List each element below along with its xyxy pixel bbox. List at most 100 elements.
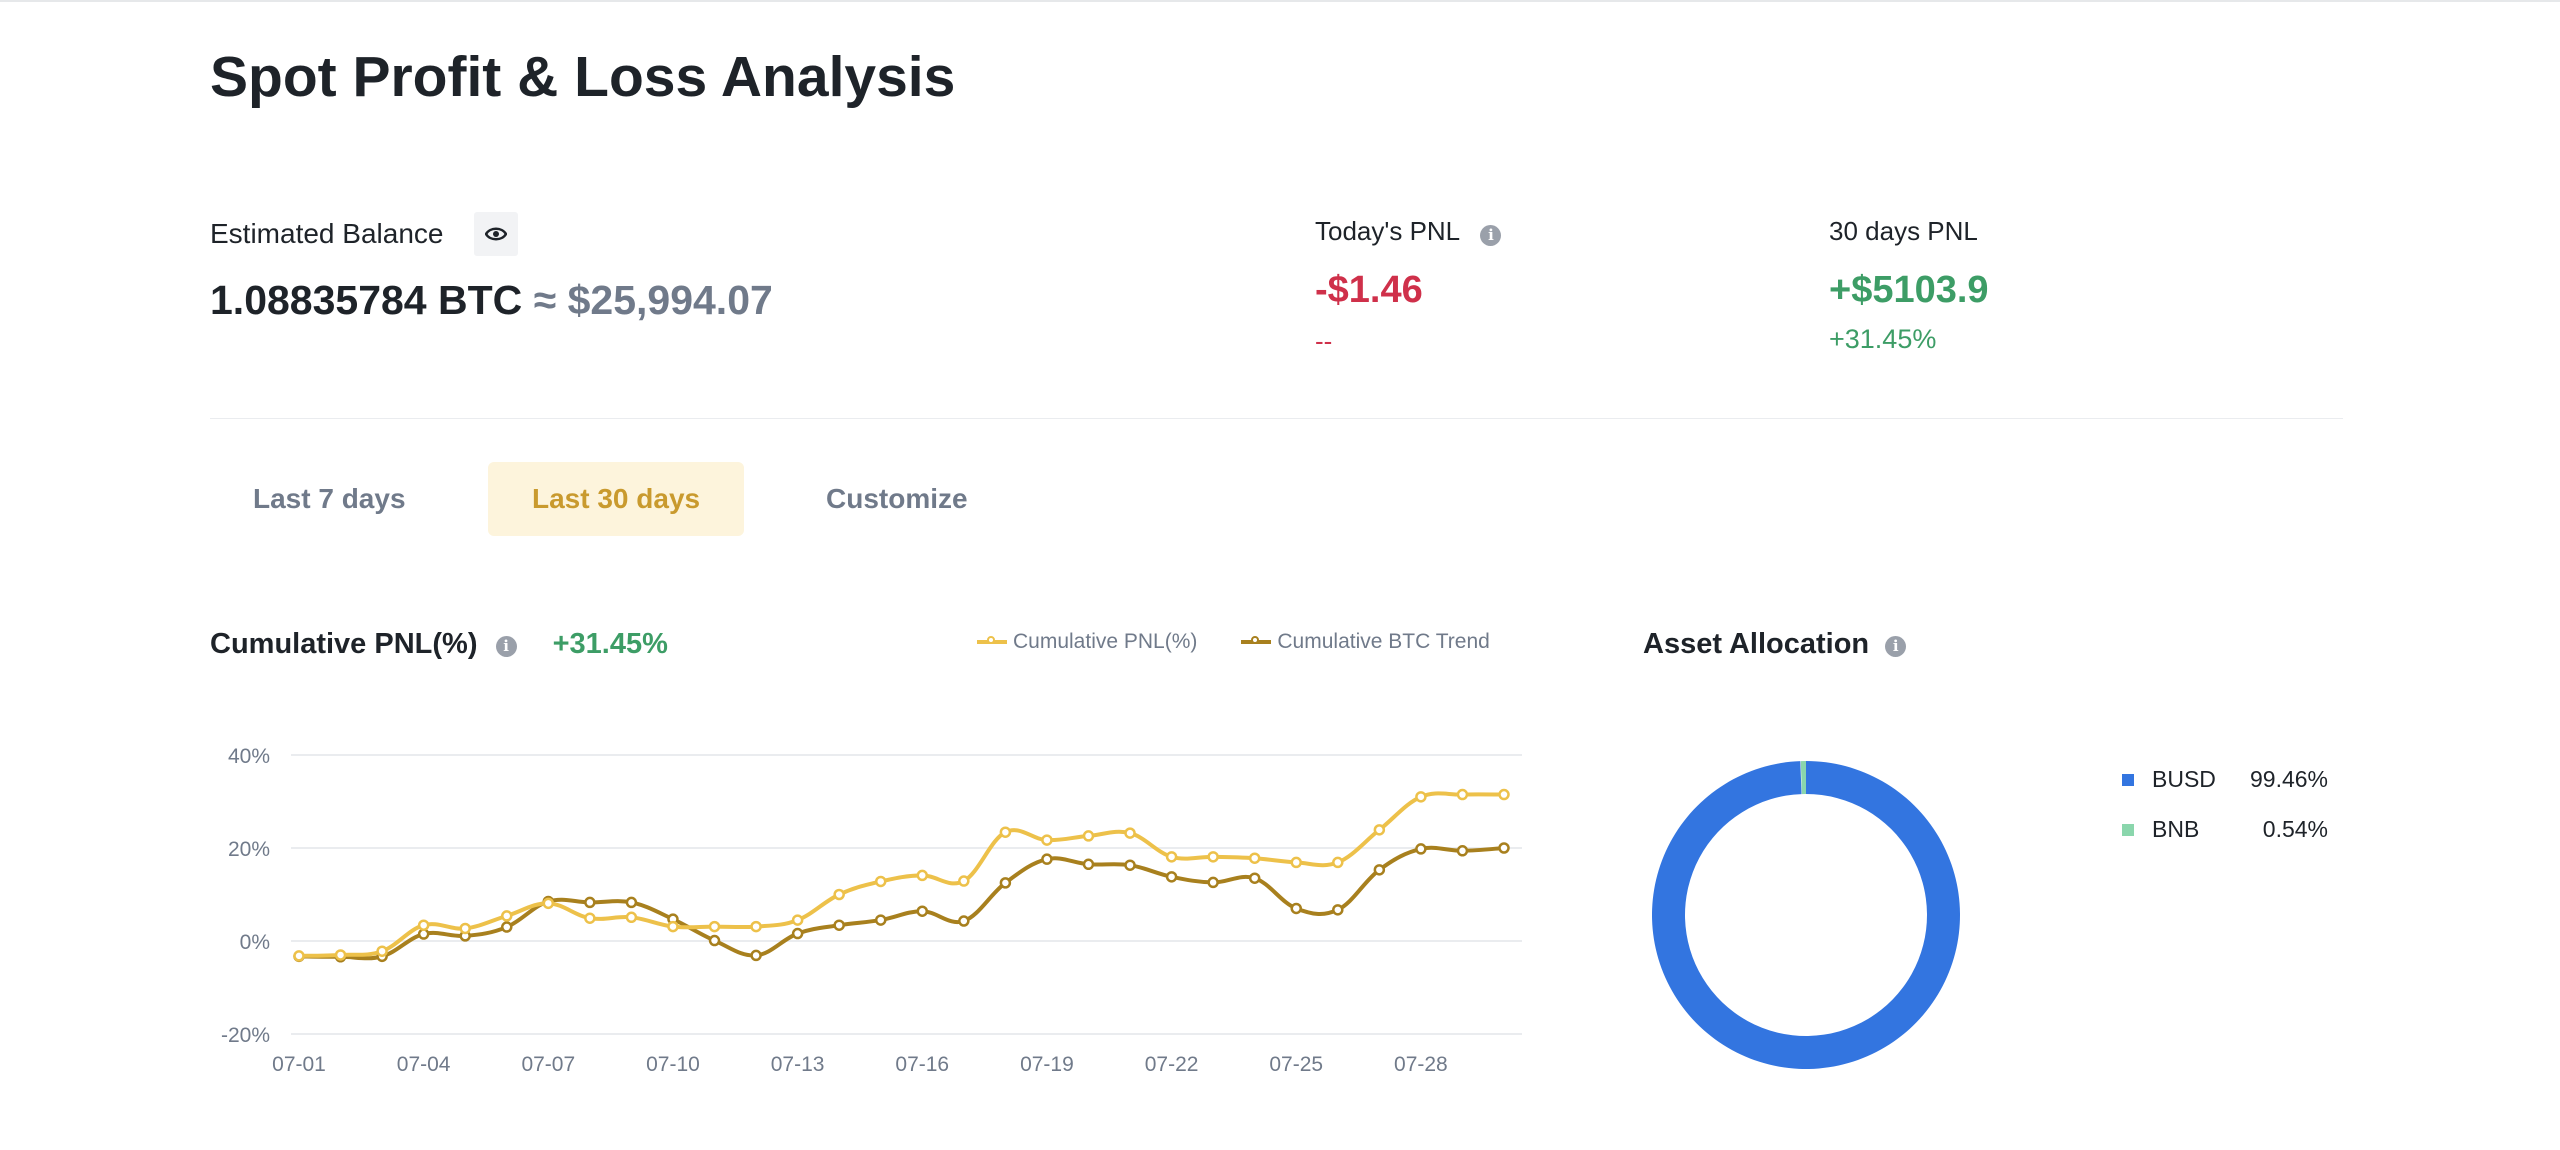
data-point (708, 920, 721, 933)
data-point (584, 912, 596, 924)
data-point (1332, 856, 1344, 869)
info-icon[interactable]: i (1480, 225, 1502, 246)
data-point (1124, 827, 1136, 839)
approx-sign: ≈ (533, 277, 557, 323)
asset-percent: 99.46% (2249, 766, 2328, 792)
donut-slice-bnb[interactable] (1800, 761, 1806, 795)
balance-usd: $25,994.07 (567, 277, 773, 323)
legend-label: Cumulative PNL(%) (1013, 630, 1198, 653)
data-point (1248, 852, 1261, 864)
busd-color-swatch (2122, 773, 2134, 786)
data-point (708, 934, 721, 947)
data-point (1082, 858, 1095, 871)
divider (210, 418, 2343, 419)
asset-name: BNB (2152, 816, 2200, 842)
legend-label: Cumulative BTC Trend (1277, 630, 1490, 653)
data-point (542, 897, 555, 910)
data-point (1207, 876, 1219, 889)
data-point (667, 920, 679, 933)
thirty-days-pnl-percent: +31.45% (1829, 324, 1937, 354)
asset-percent: 0.54% (2262, 816, 2328, 842)
y-tick-label: 20% (228, 838, 270, 861)
data-point (1165, 851, 1178, 863)
x-tick-label: 07-01 (272, 1053, 326, 1076)
data-point (459, 922, 471, 935)
toggle-balance-visibility-button[interactable] (474, 212, 518, 256)
data-point (1456, 845, 1469, 857)
allocation-item-busd: BUSD 99.46% (2122, 766, 2328, 793)
data-point (874, 914, 887, 926)
cumulative-pnl-value: +31.45% (552, 628, 668, 660)
legend-item-btc[interactable]: Cumulative BTC Trend (1241, 630, 1490, 654)
data-point (1373, 824, 1386, 836)
data-point (1082, 830, 1095, 842)
data-point (1332, 904, 1344, 916)
x-tick-label: 07-28 (1394, 1053, 1448, 1076)
data-point (1373, 864, 1386, 876)
data-point (376, 945, 388, 957)
tab-customize[interactable]: Customize (826, 483, 968, 514)
asset-allocation-donut (1652, 761, 1960, 1069)
allocation-legend: BUSD 99.46% BNB 0.54% (2122, 766, 2328, 843)
page-title: Spot Profit & Loss Analysis (210, 45, 956, 109)
legend-item-pnl[interactable]: Cumulative PNL(%) (977, 630, 1197, 654)
y-tick-label: 40% (228, 745, 270, 768)
x-tick-label: 07-22 (1145, 1053, 1199, 1076)
series-line-pnl (298, 791, 1505, 958)
data-point (1290, 856, 1302, 869)
data-point (1456, 788, 1469, 801)
data-point (1415, 791, 1427, 803)
data-point (625, 896, 638, 909)
data-point (791, 927, 804, 940)
legend-marker-icon (1241, 636, 1272, 644)
thirty-days-pnl-value: +$5103.9 (1829, 269, 1989, 311)
todays-pnl-percent: -- (1315, 326, 1333, 356)
todays-pnl-label: Today's PNL i (1315, 216, 1502, 247)
data-point (1207, 851, 1219, 863)
data-point (1041, 853, 1053, 865)
todays-pnl-label-text: Today's PNL (1315, 216, 1460, 246)
allocation-item-bnb: BNB 0.54% (2122, 816, 2328, 843)
todays-pnl-value: -$1.46 (1315, 269, 1423, 311)
data-point (334, 949, 347, 961)
cumulative-pnl-chart: 40% 20% 0% -20%07-01 07-04 07-07 07-10 07-13 07-… (221, 745, 1522, 1076)
x-tick-label: 07-04 (397, 1053, 451, 1076)
x-tick-label: 07-25 (1269, 1053, 1323, 1076)
thirty-days-pnl-label: 30 days PNL (1829, 216, 1978, 246)
y-tick-label: 0% (240, 931, 270, 954)
x-tick-label: 07-07 (521, 1053, 575, 1076)
data-point (1041, 834, 1053, 846)
data-point (999, 877, 1012, 889)
x-tick-label: 07-16 (895, 1053, 949, 1076)
bnb-color-swatch (2122, 823, 2134, 836)
data-point (501, 910, 513, 922)
x-tick-label: 07-19 (1020, 1053, 1074, 1076)
x-tick-label: 07-13 (771, 1053, 825, 1076)
top-border (0, 0, 2560, 2)
info-icon[interactable]: i (495, 636, 517, 657)
data-point (625, 911, 638, 924)
data-point (916, 905, 929, 917)
data-point (874, 875, 887, 888)
data-point (791, 914, 804, 926)
donut-slice-busd[interactable] (1652, 761, 1960, 1069)
balance-value: 1.08835784 BTC ≈ $25,994.07 (210, 277, 773, 324)
balance-btc: 1.08835784 BTC (210, 277, 523, 323)
eye-icon (485, 227, 507, 241)
info-icon[interactable]: i (1885, 636, 1907, 657)
cumulative-pnl-title: Cumulative PNL(%) i +31.45% (210, 628, 668, 661)
tab-last-30-days[interactable]: Last 30 days (488, 462, 745, 536)
data-point (1124, 859, 1136, 871)
data-point (750, 920, 762, 933)
data-point (833, 888, 845, 901)
asset-allocation-title: Asset Allocation i (1643, 628, 1907, 661)
chart-legend: Cumulative PNL(%) Cumulative BTC Trend (977, 630, 1490, 654)
x-tick-label: 07-10 (646, 1053, 700, 1076)
data-point (916, 869, 929, 882)
asset-name: BUSD (2152, 766, 2216, 792)
tab-last-7-days[interactable]: Last 7 days (253, 483, 406, 514)
data-point (999, 826, 1012, 838)
data-point (584, 896, 596, 909)
data-point (417, 919, 430, 931)
data-point (958, 875, 970, 887)
